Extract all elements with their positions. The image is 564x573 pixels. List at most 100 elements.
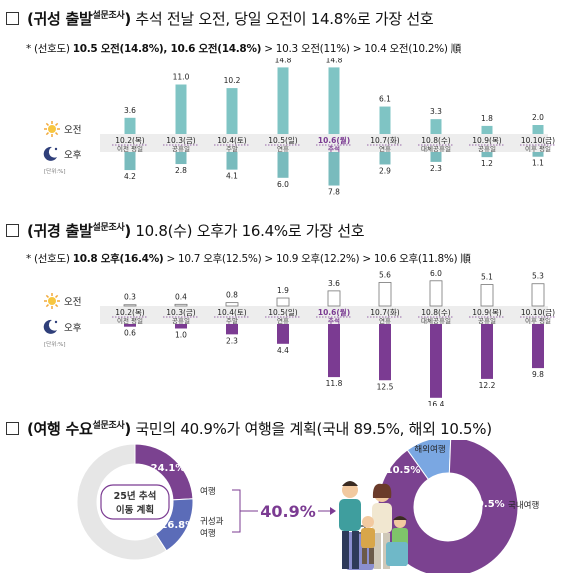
value-label-am: 3.6 [328, 279, 340, 288]
arrow-icon [330, 507, 336, 515]
sun-icon [44, 293, 60, 309]
bar-am [124, 117, 136, 134]
value-label-am: 6.1 [379, 95, 391, 104]
pie-slice-name: 귀성과 [200, 516, 224, 527]
bar-am [481, 125, 493, 134]
bar-pm [124, 324, 136, 327]
bar-am [531, 283, 545, 307]
pie-slice-name: 여행 [200, 528, 216, 539]
tick-sublabel: 주말 [226, 317, 238, 325]
tick-sublabel: 공휴일 [172, 144, 190, 153]
bar-pm [481, 152, 493, 158]
legend-pm-label: 오후 [64, 323, 82, 334]
donut-slice-name: 해외여행 [414, 444, 445, 455]
pie-center-line2: 이동 계획 [116, 504, 154, 516]
bar-am [532, 125, 544, 134]
bar-pm [532, 152, 544, 157]
tick-label: 10.10(금) [521, 308, 555, 317]
bar-am [430, 119, 442, 134]
value-label-pm: 9.8 [532, 370, 544, 379]
bar-pm [430, 324, 442, 398]
family-travel-illustration [339, 481, 408, 570]
bar-pm [277, 152, 289, 178]
tick-sublabel: 이후 평일 [525, 144, 551, 153]
legend-am-label: 오전 [64, 297, 81, 308]
tick-label: 10.4(토) [217, 136, 247, 145]
tick-sublabel: 이전 평일 [117, 144, 143, 153]
pie-slice [76, 443, 168, 561]
value-label-pm: 2.9 [379, 166, 391, 175]
bar-am [327, 290, 341, 307]
tick-label: 10.8(수) [421, 136, 451, 145]
value-label-am: 11.0 [173, 73, 190, 82]
tick-sublabel: 공휴일 [172, 316, 190, 325]
tick-label: 10.4(토) [217, 308, 247, 317]
value-label-pm: 4.2 [124, 172, 136, 181]
tick-label: 10.5(일) [268, 136, 298, 145]
value-label-pm: 12.2 [479, 381, 496, 390]
legend-pm-label: 오후 [64, 150, 82, 161]
total-travel-label: 40.9% [260, 502, 316, 521]
bar-pm [532, 324, 544, 369]
unit-label: [단위:%] [44, 340, 66, 348]
value-label-pm: 4.4 [277, 346, 289, 355]
section1-title: (귀성 출발설문조사) 추석 전날 오전, 당일 오전이 14.8%로 가장 선… [6, 8, 434, 29]
bar-am [175, 84, 187, 134]
tick-sublabel: 이전 평일 [117, 316, 143, 325]
donut-value-label: 10.5% [386, 465, 421, 476]
axis-band [100, 134, 548, 152]
tick-sublabel: 연휴 [379, 317, 391, 325]
tick-sublabel: 연휴 [277, 145, 289, 153]
bar-pm [328, 324, 340, 378]
value-label-pm: 11.8 [326, 379, 343, 388]
value-label-pm: 1.2 [481, 159, 493, 168]
sun-icon [44, 121, 60, 137]
value-label-am: 5.6 [379, 270, 391, 279]
value-label-am: 6.0 [430, 269, 442, 278]
checkbox-square-icon [6, 224, 19, 237]
bar-pm [226, 324, 238, 335]
bar-am [276, 297, 290, 307]
bar-pm [430, 152, 442, 162]
bar-am [225, 302, 239, 307]
value-label-am: 2.0 [532, 113, 544, 122]
bar-pm [379, 324, 391, 381]
tick-sublabel: 주말 [226, 145, 238, 153]
value-label-pm: 2.8 [175, 166, 187, 175]
tick-label: 10.2(목) [115, 308, 145, 317]
unit-label: [단위:%] [44, 167, 66, 175]
bar-pm [175, 152, 187, 165]
tick-label: 10.9(목) [472, 308, 502, 317]
bar-am [379, 106, 391, 134]
value-label-am: 3.6 [124, 106, 136, 115]
value-label-am: 10.2 [224, 76, 241, 85]
bar-pm [277, 324, 289, 344]
bar-am [277, 67, 289, 134]
tick-sublabel: 추석 [328, 144, 340, 153]
pie-value-label: 24.1% [151, 463, 186, 474]
bar-am [226, 88, 238, 134]
tick-label: 10.3(금) [166, 308, 196, 317]
tick-label: 10.9(목) [472, 136, 502, 145]
tick-sublabel: 대체공휴일 [421, 144, 451, 153]
tick-label: 10.3(금) [166, 136, 196, 145]
bar-pm [328, 152, 340, 186]
bar-pm [226, 152, 238, 170]
tick-sublabel: 대체공휴일 [421, 316, 451, 325]
value-label-pm: 1.1 [532, 159, 544, 168]
bar-pm [175, 324, 187, 329]
bar-am [123, 304, 137, 307]
value-label-am: 0.8 [226, 291, 238, 300]
bar-pm [481, 324, 493, 379]
value-label-am: 1.9 [277, 286, 289, 295]
bar-am [429, 280, 443, 307]
value-label-pm: 12.5 [377, 382, 394, 391]
value-label-am: 14.8 [275, 58, 292, 64]
tick-label: 10.7(화) [370, 308, 400, 317]
tick-sublabel: 추석 [328, 316, 340, 325]
value-label-pm: 1.0 [175, 331, 187, 340]
tick-label: 10.7(화) [370, 136, 400, 145]
tick-label: 10.5(일) [268, 308, 298, 317]
